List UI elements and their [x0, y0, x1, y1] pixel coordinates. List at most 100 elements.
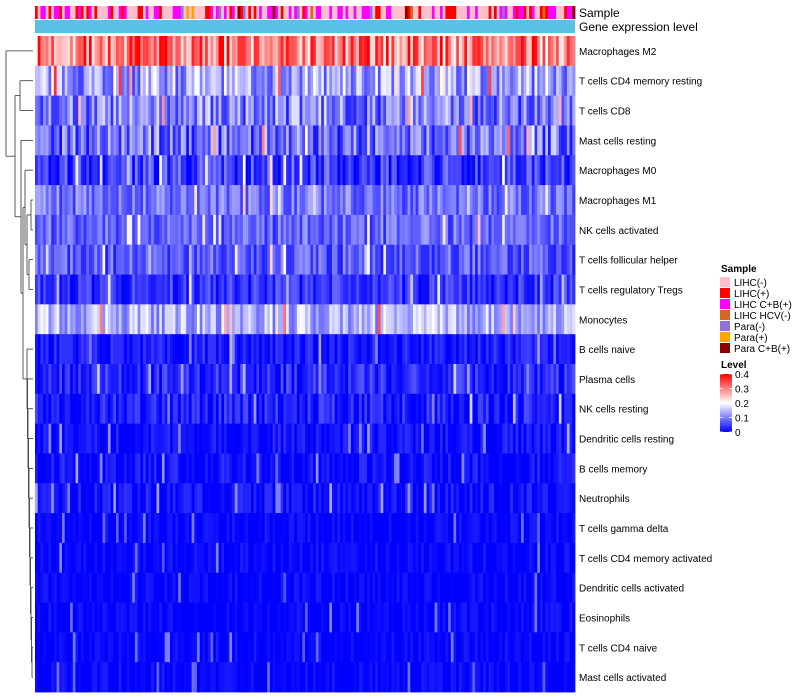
- heatmap-cell: [418, 304, 422, 335]
- heatmap-cell: [429, 95, 433, 126]
- heatmap-cell: [202, 513, 206, 544]
- heatmap-cell: [340, 364, 344, 395]
- heatmap-cell: [469, 304, 473, 335]
- heatmap-cell: [391, 274, 395, 305]
- heatmap-cell: [118, 542, 122, 574]
- heatmap-cell: [105, 334, 109, 365]
- heatmap-cell: [383, 662, 387, 693]
- heatmap-cell: [402, 304, 406, 335]
- heatmap-cell: [256, 632, 260, 663]
- heatmap-cell: [334, 632, 338, 663]
- heatmap-cell: [364, 334, 368, 365]
- heatmap-cell: [561, 244, 565, 275]
- heatmap-cell: [388, 155, 392, 186]
- heatmap-cell: [242, 36, 246, 67]
- heatmap-cell: [410, 364, 414, 395]
- heatmap-cell: [267, 65, 271, 97]
- heatmap-cell: [283, 602, 287, 633]
- heatmap-cell: [89, 423, 93, 454]
- heatmap-cell: [488, 572, 492, 603]
- heatmap-cell: [143, 364, 147, 395]
- heatmap-cell: [291, 364, 295, 395]
- heatmap-cell: [396, 36, 400, 67]
- heatmap-cell: [502, 274, 506, 305]
- heatmap-cell: [178, 423, 182, 454]
- heatmap-cell: [450, 423, 454, 454]
- heatmap-cell: [296, 572, 300, 603]
- sample-legend-swatch: [720, 277, 730, 287]
- heatmap-cell: [275, 423, 279, 454]
- heatmap-cell: [383, 483, 387, 514]
- heatmap-cell: [40, 364, 44, 395]
- heatmap-cell: [342, 542, 346, 574]
- heatmap-cell: [518, 244, 522, 275]
- heatmap-cell: [305, 155, 309, 186]
- heatmap-cell: [143, 423, 147, 454]
- heatmap-cell: [137, 393, 141, 425]
- heatmap-cell: [475, 334, 479, 365]
- heatmap-cell: [43, 274, 47, 305]
- heatmap-cell: [72, 95, 76, 126]
- heatmap-cell: [332, 602, 336, 633]
- heatmap-cell: [558, 542, 562, 574]
- heatmap-row: [35, 364, 576, 395]
- heatmap-cell: [72, 423, 76, 454]
- heatmap-cell: [253, 274, 257, 305]
- heatmap-cell: [194, 453, 198, 484]
- heatmap-cell: [70, 632, 74, 663]
- heatmap-cell: [105, 185, 109, 216]
- heatmap-cell: [450, 125, 454, 156]
- heatmap-cell: [413, 453, 417, 484]
- heatmap-cell: [205, 483, 209, 514]
- heatmap-cell: [124, 65, 128, 97]
- heatmap-cell: [175, 274, 179, 305]
- heatmap-cell: [110, 602, 114, 633]
- sample-track-cell: [418, 6, 422, 19]
- heatmap-cell: [218, 65, 222, 97]
- heatmap-cell: [310, 244, 314, 275]
- heatmap-cell: [461, 125, 465, 156]
- sample-track-cell: [280, 6, 284, 19]
- heatmap-cell: [153, 513, 157, 544]
- heatmap-cell: [437, 65, 441, 97]
- heatmap-cell: [502, 513, 506, 544]
- heatmap-cell: [94, 304, 98, 335]
- heatmap-cell: [510, 513, 514, 544]
- heatmap-cell: [237, 632, 241, 663]
- heatmap-cell: [564, 125, 568, 156]
- heatmap-cell: [116, 393, 120, 425]
- heatmap-cell: [94, 423, 98, 454]
- heatmap-cell: [202, 214, 206, 246]
- heatmap-cell: [197, 244, 201, 275]
- heatmap-cell: [569, 423, 573, 454]
- heatmap-cell: [278, 274, 282, 305]
- heatmap-cell: [199, 244, 203, 275]
- heatmap-cell: [556, 632, 560, 663]
- heatmap-cell: [143, 513, 147, 544]
- heatmap-cell: [156, 334, 160, 365]
- heatmap-cell: [531, 36, 535, 67]
- heatmap-cell: [353, 572, 357, 603]
- sample-track-cell: [283, 6, 287, 19]
- heatmap-cell: [396, 393, 400, 425]
- heatmap-cell: [102, 155, 106, 186]
- heatmap-cell: [91, 423, 95, 454]
- heatmap-cell: [429, 125, 433, 156]
- heatmap-cell: [188, 542, 192, 574]
- heatmap-cell: [205, 65, 209, 97]
- heatmap-cell: [561, 513, 565, 544]
- heatmap-cell: [43, 483, 47, 514]
- heatmap-cell: [186, 572, 190, 603]
- heatmap-cell: [51, 214, 55, 246]
- heatmap-cell: [283, 572, 287, 603]
- heatmap-cell: [170, 632, 174, 663]
- heatmap-cell: [37, 95, 41, 126]
- heatmap-cell: [529, 542, 533, 574]
- heatmap-cell: [572, 214, 576, 246]
- heatmap-cell: [207, 483, 211, 514]
- heatmap-cell: [234, 36, 238, 67]
- heatmap-cell: [423, 513, 427, 544]
- heatmap-cell: [340, 214, 344, 246]
- sample-track-cell: [294, 6, 298, 19]
- heatmap-cell: [458, 65, 462, 97]
